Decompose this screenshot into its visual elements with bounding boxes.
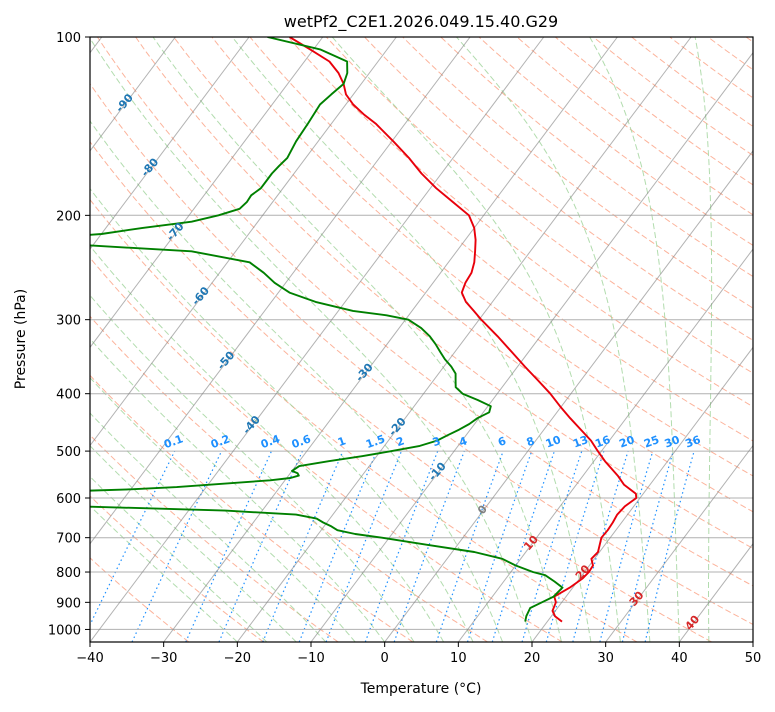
x-tick-label: 40 (671, 651, 688, 666)
x-tick-label: −10 (297, 651, 324, 666)
x-tick-label: 10 (450, 651, 467, 666)
y-axis-label: Pressure (hPa) (13, 289, 29, 389)
x-tick-label: −20 (224, 651, 251, 666)
y-tick-label: 100 (56, 31, 81, 46)
chart-title: wetPf2_C2E1.2026.049.15.40.G29 (284, 12, 558, 32)
y-tick-label: 900 (56, 596, 81, 611)
y-tick-label: 600 (56, 492, 81, 507)
x-tick-label: −30 (150, 651, 177, 666)
y-tick-label: 200 (56, 209, 81, 224)
x-tick-label: 30 (597, 651, 614, 666)
y-tick-label: 400 (56, 388, 81, 403)
x-tick-label: 50 (745, 651, 762, 666)
x-axis-label: Temperature (°C) (360, 681, 482, 697)
y-tick-label: 700 (56, 532, 81, 547)
y-tick-label: 1000 (48, 623, 81, 638)
y-tick-label: 300 (56, 314, 81, 329)
y-tick-label: 500 (56, 445, 81, 460)
x-tick-label: 20 (524, 651, 541, 666)
x-tick-label: 0 (381, 651, 389, 666)
y-tick-label: 800 (56, 566, 81, 581)
x-tick-label: −40 (76, 651, 103, 666)
